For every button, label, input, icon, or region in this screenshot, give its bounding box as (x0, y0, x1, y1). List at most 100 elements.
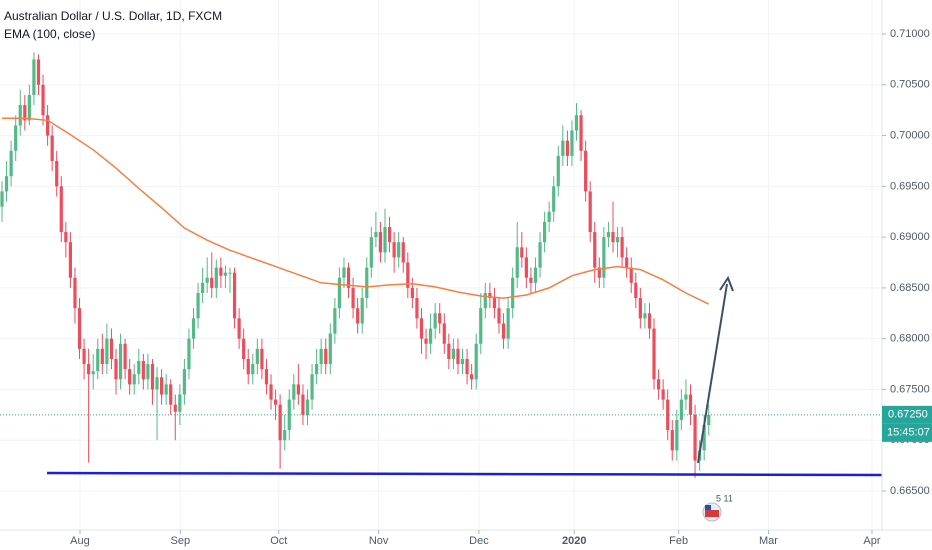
candle-body (201, 282, 205, 293)
candle-body (246, 358, 250, 375)
candle-body (50, 135, 54, 161)
candle-body (369, 237, 373, 268)
candle-body (584, 150, 588, 192)
candle-body (283, 430, 287, 441)
candle-body (602, 237, 606, 278)
candle-body (679, 399, 683, 420)
candle-body (109, 338, 114, 359)
candle-body (529, 277, 533, 283)
candle-body (301, 394, 305, 415)
candle-body (438, 313, 442, 324)
candle-body (565, 140, 569, 156)
candle-body (606, 232, 611, 238)
y-tick-label: 0.67500 (890, 383, 930, 395)
candle-body (625, 257, 629, 268)
y-tick-label: 0.68500 (890, 282, 930, 294)
y-tick-label: 0.69000 (890, 231, 930, 243)
candle-body (333, 308, 337, 334)
candle-body (542, 221, 547, 243)
candle-body (287, 399, 291, 431)
candle-body (415, 298, 419, 319)
candle-body (638, 298, 642, 319)
candle-body (305, 399, 310, 415)
candle-body (356, 308, 360, 324)
candle-body (561, 140, 565, 156)
candle-body (652, 328, 656, 380)
candle-body (451, 348, 456, 359)
y-tick-label: 0.66500 (890, 485, 930, 497)
candle-body (237, 318, 241, 339)
arrow-shaft (697, 283, 728, 464)
candle-body (55, 160, 59, 187)
candle-body (615, 237, 620, 243)
flag-canton (705, 505, 711, 510)
flag-stripe (705, 510, 719, 517)
candle-body (269, 384, 273, 400)
candle-body (68, 242, 72, 278)
y-tick-label: 0.68000 (890, 333, 930, 345)
candle-body (447, 343, 451, 359)
candle-body (688, 394, 693, 415)
x-tick-label: Oct (270, 535, 287, 547)
candle-body (223, 272, 228, 276)
candle-body (456, 348, 460, 365)
candle-body (497, 308, 501, 324)
candle-body (128, 369, 132, 385)
candle-body (146, 364, 150, 380)
candle-body (123, 343, 127, 370)
candle-body (273, 399, 278, 405)
candle-body (574, 115, 579, 131)
candle-body (137, 361, 141, 375)
candle-body (319, 348, 323, 365)
candle-body (191, 318, 196, 339)
last-price-label: 0.67250 (888, 409, 928, 421)
candle-body (419, 318, 424, 339)
candle-body (479, 308, 483, 344)
candle-body (64, 232, 68, 243)
candle-body (552, 186, 556, 212)
candle-body (656, 379, 661, 390)
y-tick-label: 0.71000 (890, 28, 930, 40)
indicator-legend: EMA (100, close) (4, 27, 95, 41)
candle-body (342, 267, 346, 278)
countdown-label: 15:45:07 (887, 427, 930, 439)
candle-body (488, 292, 492, 299)
candle-body (114, 358, 118, 380)
candle-body (460, 358, 465, 365)
candle-body (538, 242, 542, 268)
candle-body (643, 313, 647, 319)
candle-body (296, 384, 300, 395)
candle-body (264, 369, 269, 385)
candle-body (132, 374, 136, 385)
candle-body (242, 338, 246, 359)
candle-body (182, 369, 186, 395)
candle-body (429, 328, 433, 344)
candle-body (693, 414, 697, 461)
candle-body (18, 105, 22, 126)
chart-title: Australian Dollar / U.S. Dollar, 1D, FXC… (4, 9, 222, 23)
candle-body (506, 308, 510, 339)
support-line (46, 471, 883, 477)
candle-body (228, 272, 232, 274)
candle-body (588, 191, 592, 233)
x-tick-label: Sep (170, 535, 190, 547)
candle-body (59, 186, 63, 233)
candle-body (14, 125, 18, 151)
candle-body (570, 130, 574, 156)
candle-body (100, 348, 104, 365)
last-price-box (882, 405, 932, 424)
candle-body (96, 348, 100, 372)
candle-body (360, 298, 364, 324)
candle-body (118, 343, 123, 380)
candle-body (173, 404, 177, 412)
countdown-box (882, 423, 932, 442)
candle-body (77, 308, 82, 349)
candle-body (310, 374, 314, 400)
candle-body (387, 226, 392, 243)
candle-body (178, 394, 182, 412)
candle-body (159, 377, 164, 395)
candle-body (196, 292, 200, 319)
candle-body (515, 247, 519, 278)
